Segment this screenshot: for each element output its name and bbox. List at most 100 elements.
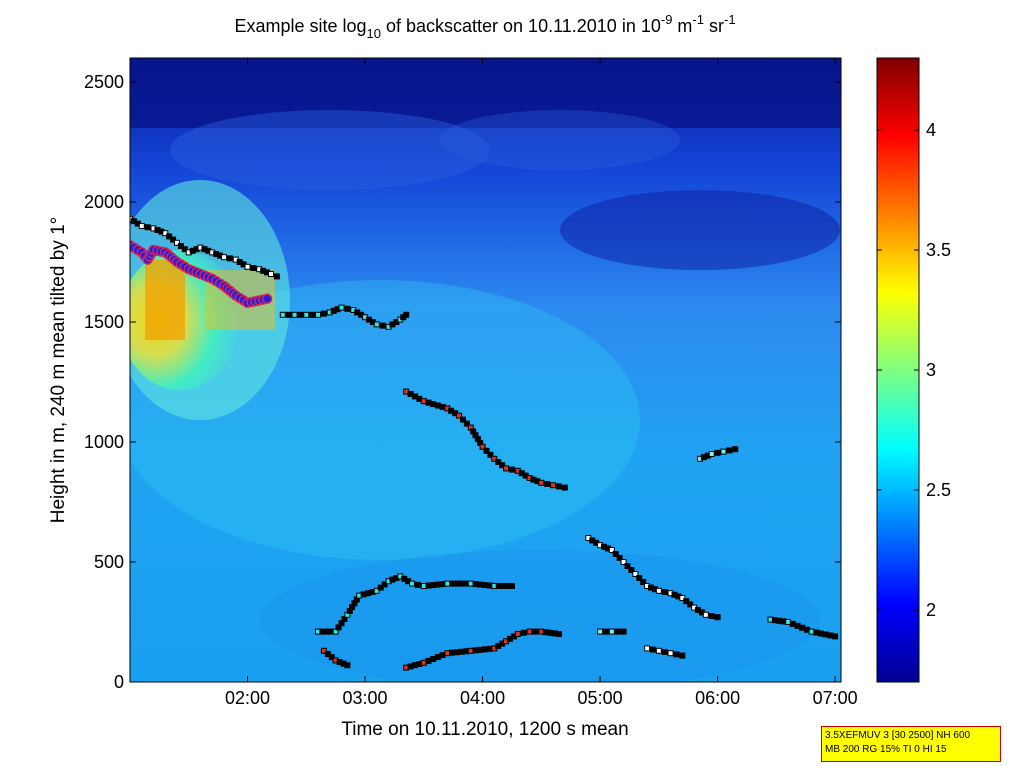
track-marker-highlight — [186, 250, 191, 255]
y-tick-label: 500 — [94, 552, 124, 572]
title-part-3: m — [672, 16, 692, 36]
track-marker — [794, 622, 801, 629]
y-tick-label: 2000 — [84, 192, 124, 212]
track-marker — [297, 311, 304, 318]
title-superscript-1: -9 — [661, 12, 673, 27]
track-marker-highlight — [421, 584, 426, 588]
track-marker-highlight — [345, 612, 350, 617]
track-marker-highlight — [539, 480, 544, 485]
track-marker-highlight — [809, 629, 814, 634]
track-marker — [508, 466, 515, 473]
track-marker — [593, 539, 600, 546]
y-tick-label: 1000 — [84, 432, 124, 452]
track-marker-highlight — [445, 406, 450, 411]
track-marker — [236, 259, 243, 265]
cloud-base-point — [261, 293, 273, 305]
y-axis-ticks: 0 500 1000 1500 2000 2500 — [84, 72, 841, 692]
track-marker-highlight — [692, 605, 697, 610]
track-marker — [323, 628, 330, 635]
track-marker — [193, 246, 200, 253]
track-marker — [377, 584, 384, 591]
track-marker — [506, 635, 513, 642]
track-marker — [803, 626, 810, 633]
track-marker — [328, 628, 335, 635]
track-marker — [474, 436, 481, 443]
track-marker — [439, 403, 446, 410]
track-marker — [334, 306, 341, 313]
track-marker — [158, 228, 165, 235]
track-marker — [789, 620, 796, 627]
track-marker — [547, 629, 554, 636]
track-marker-highlight — [233, 257, 238, 262]
track-marker — [616, 555, 623, 561]
track-marker — [499, 640, 506, 647]
track-marker — [726, 447, 733, 454]
track-marker — [477, 581, 484, 588]
y-tick-label: 1500 — [84, 312, 124, 332]
x-axis-ticks: 02:00 03:00 04:00 05:00 06:00 07:00 — [225, 58, 858, 708]
track-marker — [542, 629, 549, 636]
track-marker — [704, 452, 711, 459]
track-marker — [463, 580, 470, 587]
track-marker — [154, 227, 161, 233]
track-marker — [434, 654, 441, 661]
track-marker-highlight — [374, 588, 379, 593]
track-marker — [369, 319, 376, 325]
track-marker-highlight — [339, 305, 344, 310]
track-marker — [481, 582, 488, 589]
track-marker — [344, 662, 351, 669]
track-marker-highlight — [468, 648, 473, 653]
track-marker — [544, 481, 551, 487]
colorbar-tick-label: 2.5 — [926, 480, 951, 500]
track-marker — [448, 407, 455, 414]
track-marker — [520, 629, 527, 636]
track-marker — [425, 657, 432, 664]
title-subscript-1: 10 — [367, 26, 381, 41]
track-marker — [319, 628, 326, 635]
x-axis-label: Time on 10.11.2010, 1200 s mean — [341, 719, 628, 740]
track-marker — [401, 575, 408, 582]
track-marker — [349, 604, 356, 611]
track-marker — [320, 310, 327, 317]
colorbar-tick-label: 4 — [926, 120, 936, 140]
track-marker — [338, 620, 345, 627]
track-marker — [612, 551, 619, 557]
track-marker — [273, 273, 280, 280]
x-tick-label: 04:00 — [460, 688, 505, 708]
track-marker-highlight — [492, 456, 497, 461]
track-marker — [561, 484, 568, 491]
track-marker — [714, 449, 721, 456]
track-marker — [636, 575, 643, 581]
track-marker — [430, 655, 437, 662]
track-marker-highlight — [586, 536, 591, 540]
layer-tracks — [130, 215, 839, 671]
track-marker — [405, 578, 412, 585]
track-marker — [683, 598, 690, 605]
track-marker-highlight — [198, 245, 203, 250]
track-marker — [389, 576, 396, 583]
track-marker — [780, 618, 787, 625]
track-marker — [458, 580, 465, 587]
track-marker-highlight — [445, 651, 450, 656]
title-part-1: Example site log — [234, 16, 366, 36]
track-marker — [470, 428, 477, 435]
track-marker — [166, 233, 173, 240]
track-marker — [679, 652, 686, 659]
track-marker — [472, 647, 479, 654]
track-marker — [309, 311, 316, 318]
track-marker — [430, 401, 437, 408]
track-marker — [589, 537, 596, 544]
track-marker-highlight — [386, 324, 391, 329]
track-marker — [620, 628, 627, 635]
track-marker — [822, 631, 829, 638]
track-marker-highlight — [539, 629, 544, 634]
track-marker-highlight — [668, 591, 673, 596]
track-marker-highlight — [527, 629, 532, 634]
track-marker-highlight — [457, 413, 462, 418]
track-marker — [130, 218, 137, 225]
track-marker-highlight — [316, 629, 321, 634]
track-marker-highlight — [703, 612, 708, 617]
track-marker — [799, 624, 806, 631]
track-marker — [226, 255, 233, 262]
